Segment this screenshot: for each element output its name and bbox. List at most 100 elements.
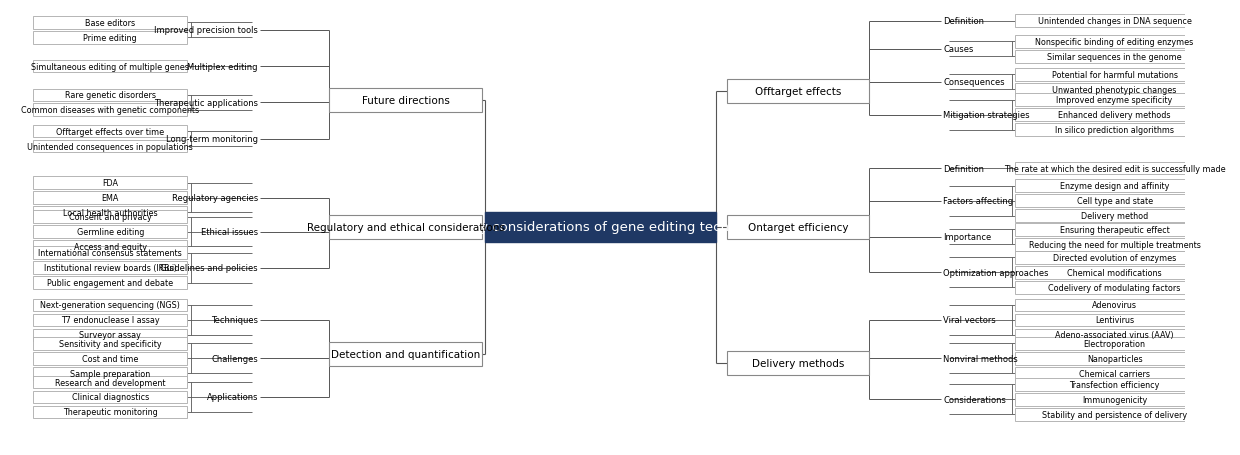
FancyBboxPatch shape (33, 192, 187, 204)
FancyBboxPatch shape (1016, 36, 1214, 49)
Text: Long-term monitoring: Long-term monitoring (166, 135, 258, 144)
Text: Rare genetic disorders: Rare genetic disorders (64, 91, 156, 100)
Text: Improved precision tools: Improved precision tools (154, 26, 258, 35)
Text: Guidelines and policies: Guidelines and policies (160, 264, 258, 273)
Text: Adenovirus: Adenovirus (1092, 301, 1137, 310)
FancyBboxPatch shape (1016, 299, 1214, 312)
FancyBboxPatch shape (1016, 69, 1214, 81)
Text: Access and equity: Access and equity (74, 243, 146, 252)
Text: Adeno-associated virus (AAV): Adeno-associated virus (AAV) (1055, 331, 1174, 339)
Text: Local health authorities: Local health authorities (63, 208, 157, 217)
FancyBboxPatch shape (1016, 224, 1214, 236)
FancyBboxPatch shape (33, 226, 187, 238)
Text: Detection and quantification: Detection and quantification (331, 349, 480, 359)
FancyBboxPatch shape (1016, 252, 1214, 264)
Text: Challenges: Challenges (211, 354, 258, 363)
Text: Techniques: Techniques (211, 316, 258, 325)
FancyBboxPatch shape (1016, 378, 1214, 391)
FancyBboxPatch shape (33, 367, 187, 380)
FancyBboxPatch shape (33, 104, 187, 117)
Text: Mitigation strategies: Mitigation strategies (944, 111, 1030, 120)
Text: Ontarget efficiency: Ontarget efficiency (748, 222, 848, 233)
FancyBboxPatch shape (1016, 124, 1214, 136)
FancyBboxPatch shape (33, 391, 187, 404)
FancyBboxPatch shape (33, 126, 187, 138)
FancyBboxPatch shape (33, 61, 187, 73)
Text: Offtarget effects: Offtarget effects (755, 87, 841, 97)
FancyBboxPatch shape (727, 351, 869, 375)
Text: Viral vectors: Viral vectors (944, 316, 996, 325)
Text: Sample preparation: Sample preparation (71, 369, 150, 378)
Text: Ethical issues: Ethical issues (201, 228, 258, 237)
Text: Institutional review boards (IRBs): Institutional review boards (IRBs) (43, 264, 177, 273)
FancyBboxPatch shape (1016, 329, 1214, 341)
FancyBboxPatch shape (1016, 367, 1214, 380)
FancyBboxPatch shape (1016, 162, 1214, 175)
Text: Stability and persistence of delivery: Stability and persistence of delivery (1042, 410, 1187, 419)
FancyBboxPatch shape (1016, 94, 1214, 107)
FancyBboxPatch shape (33, 89, 187, 102)
Text: Definition: Definition (944, 164, 985, 173)
Text: Regulatory and ethical considerations: Regulatory and ethical considerations (306, 222, 505, 233)
FancyBboxPatch shape (33, 211, 187, 223)
Text: Cell type and state: Cell type and state (1076, 197, 1153, 206)
Text: Nonspecific binding of editing enzymes: Nonspecific binding of editing enzymes (1035, 38, 1194, 47)
Text: Optimization approaches: Optimization approaches (944, 268, 1049, 277)
FancyBboxPatch shape (727, 80, 869, 104)
FancyBboxPatch shape (33, 32, 187, 45)
FancyBboxPatch shape (1016, 51, 1214, 64)
Text: Offtarget effects over time: Offtarget effects over time (56, 127, 165, 136)
Text: Consent and privacy: Consent and privacy (69, 212, 151, 222)
Text: Electroporation: Electroporation (1084, 339, 1146, 348)
FancyBboxPatch shape (1016, 238, 1214, 251)
FancyBboxPatch shape (33, 177, 187, 190)
Text: International consensus statements: International consensus statements (38, 249, 182, 258)
Text: Consequences: Consequences (944, 78, 1004, 87)
FancyBboxPatch shape (33, 277, 187, 289)
FancyBboxPatch shape (33, 406, 187, 418)
Text: Nonviral methods: Nonviral methods (944, 354, 1018, 363)
FancyBboxPatch shape (329, 89, 482, 113)
Text: Simultaneous editing of multiple genes: Simultaneous editing of multiple genes (31, 62, 190, 71)
Text: Germline editing: Germline editing (77, 228, 144, 237)
Text: Factors affecting: Factors affecting (944, 197, 1013, 206)
Text: Public engagement and debate: Public engagement and debate (47, 278, 174, 288)
Text: Therapeutic applications: Therapeutic applications (154, 99, 258, 108)
FancyBboxPatch shape (1016, 195, 1214, 207)
Text: In silico prediction algorithms: In silico prediction algorithms (1055, 126, 1174, 135)
FancyBboxPatch shape (1016, 408, 1214, 420)
Text: T7 endonuclease I assay: T7 endonuclease I assay (61, 316, 160, 325)
FancyBboxPatch shape (33, 314, 187, 327)
Text: Directed evolution of enzymes: Directed evolution of enzymes (1053, 253, 1177, 262)
Text: Prime editing: Prime editing (83, 34, 138, 43)
Text: Common diseases with genetic components: Common diseases with genetic components (21, 106, 200, 115)
FancyBboxPatch shape (1016, 314, 1214, 327)
Text: Considerations: Considerations (944, 395, 1006, 404)
Text: Lentivirus: Lentivirus (1095, 316, 1135, 325)
Text: EMA: EMA (102, 194, 119, 202)
Text: Next-generation sequencing (NGS): Next-generation sequencing (NGS) (41, 301, 180, 310)
Text: Accuracy considerations of gene editing technology: Accuracy considerations of gene editing … (427, 221, 774, 234)
FancyBboxPatch shape (33, 17, 187, 30)
Text: Codelivery of modulating factors: Codelivery of modulating factors (1048, 283, 1180, 292)
Text: Enzyme design and affinity: Enzyme design and affinity (1060, 182, 1169, 191)
Text: Potential for harmful mutations: Potential for harmful mutations (1052, 71, 1178, 80)
Text: Chemical modifications: Chemical modifications (1068, 268, 1162, 277)
FancyBboxPatch shape (33, 141, 187, 153)
Text: Definition: Definition (944, 17, 985, 26)
Text: Transfection efficiency: Transfection efficiency (1069, 380, 1159, 389)
Text: Enhanced delivery methods: Enhanced delivery methods (1058, 111, 1171, 120)
Text: Delivery method: Delivery method (1081, 212, 1148, 221)
FancyBboxPatch shape (485, 213, 715, 242)
FancyBboxPatch shape (1016, 109, 1214, 121)
FancyBboxPatch shape (1016, 338, 1214, 350)
Text: Delivery methods: Delivery methods (751, 358, 844, 368)
FancyBboxPatch shape (33, 262, 187, 274)
Text: Unintended changes in DNA sequence: Unintended changes in DNA sequence (1038, 17, 1192, 26)
FancyBboxPatch shape (1016, 180, 1214, 192)
Text: Regulatory agencies: Regulatory agencies (171, 194, 258, 202)
FancyBboxPatch shape (1016, 210, 1214, 222)
Text: Immunogenicity: Immunogenicity (1083, 395, 1147, 404)
FancyBboxPatch shape (727, 216, 869, 239)
Text: Therapeutic monitoring: Therapeutic monitoring (63, 408, 157, 416)
